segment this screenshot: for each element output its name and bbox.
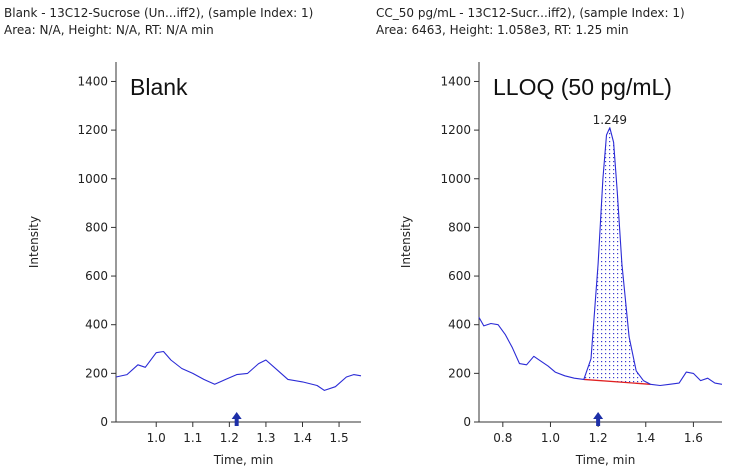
chart-label: LLOQ (50 pg/mL) xyxy=(493,74,672,100)
y-tick-label: 1200 xyxy=(77,123,108,137)
x-tick-label: 1.3 xyxy=(256,431,275,445)
y-tick-label: 1000 xyxy=(440,172,471,186)
y-tick-label: 400 xyxy=(448,318,471,332)
y-tick-label: 1200 xyxy=(440,123,471,137)
x-tick-label: 1.4 xyxy=(636,431,655,445)
sample-header: CC_50 pg/mL - 13C12-Sucr...iff2), (sampl… xyxy=(376,6,685,20)
peak-summary: Area: N/A, Height: N/A, RT: N/A min xyxy=(4,23,214,37)
x-tick-label: 1.2 xyxy=(589,431,608,445)
y-axis-title: Intensity xyxy=(399,216,413,268)
x-tick-label: 1.4 xyxy=(293,431,312,445)
x-tick-label: 1.6 xyxy=(684,431,703,445)
y-tick-label: 200 xyxy=(448,366,471,380)
integration-baseline xyxy=(583,378,651,385)
chromatogram-chart-lloq: 0 200 400 600 800 1000 1200 1400 0.8 1.0 1.2 1.4 1.6… xyxy=(399,62,723,467)
y-tick-label: 0 xyxy=(463,415,471,429)
chromatogram-panel-lloq: CC_50 pg/mL - 13C12-Sucr...iff2), (sampl… xyxy=(372,0,750,474)
x-tick-label: 0.8 xyxy=(493,431,512,445)
chromatogram-chart-blank: 0 200 400 600 800 1000 1200 1400 1.0 1.1 1.2 1.3 1.4… xyxy=(27,62,362,467)
expected-rt-arrow-icon xyxy=(593,412,604,426)
x-tick-label: 1.5 xyxy=(330,431,349,445)
y-tick-label: 400 xyxy=(85,318,108,332)
integrated-peak-area xyxy=(583,127,651,385)
y-tick-label: 800 xyxy=(85,220,108,234)
x-tick-label: 1.0 xyxy=(147,431,166,445)
x-axis-title: Time, min xyxy=(575,453,636,467)
y-tick-label: 1000 xyxy=(77,172,108,186)
chromatogram-panel-blank: Blank - 13C12-Sucrose (Un...iff2), (samp… xyxy=(0,0,370,474)
y-tick-label: 1400 xyxy=(440,74,471,88)
y-tick-label: 800 xyxy=(448,220,471,234)
x-tick-label: 1.0 xyxy=(541,431,560,445)
y-tick-label: 0 xyxy=(100,415,108,429)
y-tick-label: 200 xyxy=(85,366,108,380)
chromatogram-trace xyxy=(115,350,362,391)
sample-header: Blank - 13C12-Sucrose (Un...iff2), (samp… xyxy=(4,6,314,20)
peak-summary: Area: 6463, Height: 1.058e3, RT: 1.25 mi… xyxy=(376,23,629,37)
y-tick-label: 1400 xyxy=(77,74,108,88)
y-axis-title: Intensity xyxy=(27,216,41,268)
y-tick-label: 600 xyxy=(448,269,471,283)
chromatogram-trace xyxy=(478,127,723,387)
x-axis-title: Time, min xyxy=(213,453,274,467)
chart-label: Blank xyxy=(130,74,188,100)
y-tick-label: 600 xyxy=(85,269,108,283)
x-tick-label: 1.2 xyxy=(220,431,239,445)
x-tick-label: 1.1 xyxy=(183,431,202,445)
peak-rt-label: 1.249 xyxy=(593,113,627,127)
expected-rt-arrow-icon xyxy=(231,412,242,426)
